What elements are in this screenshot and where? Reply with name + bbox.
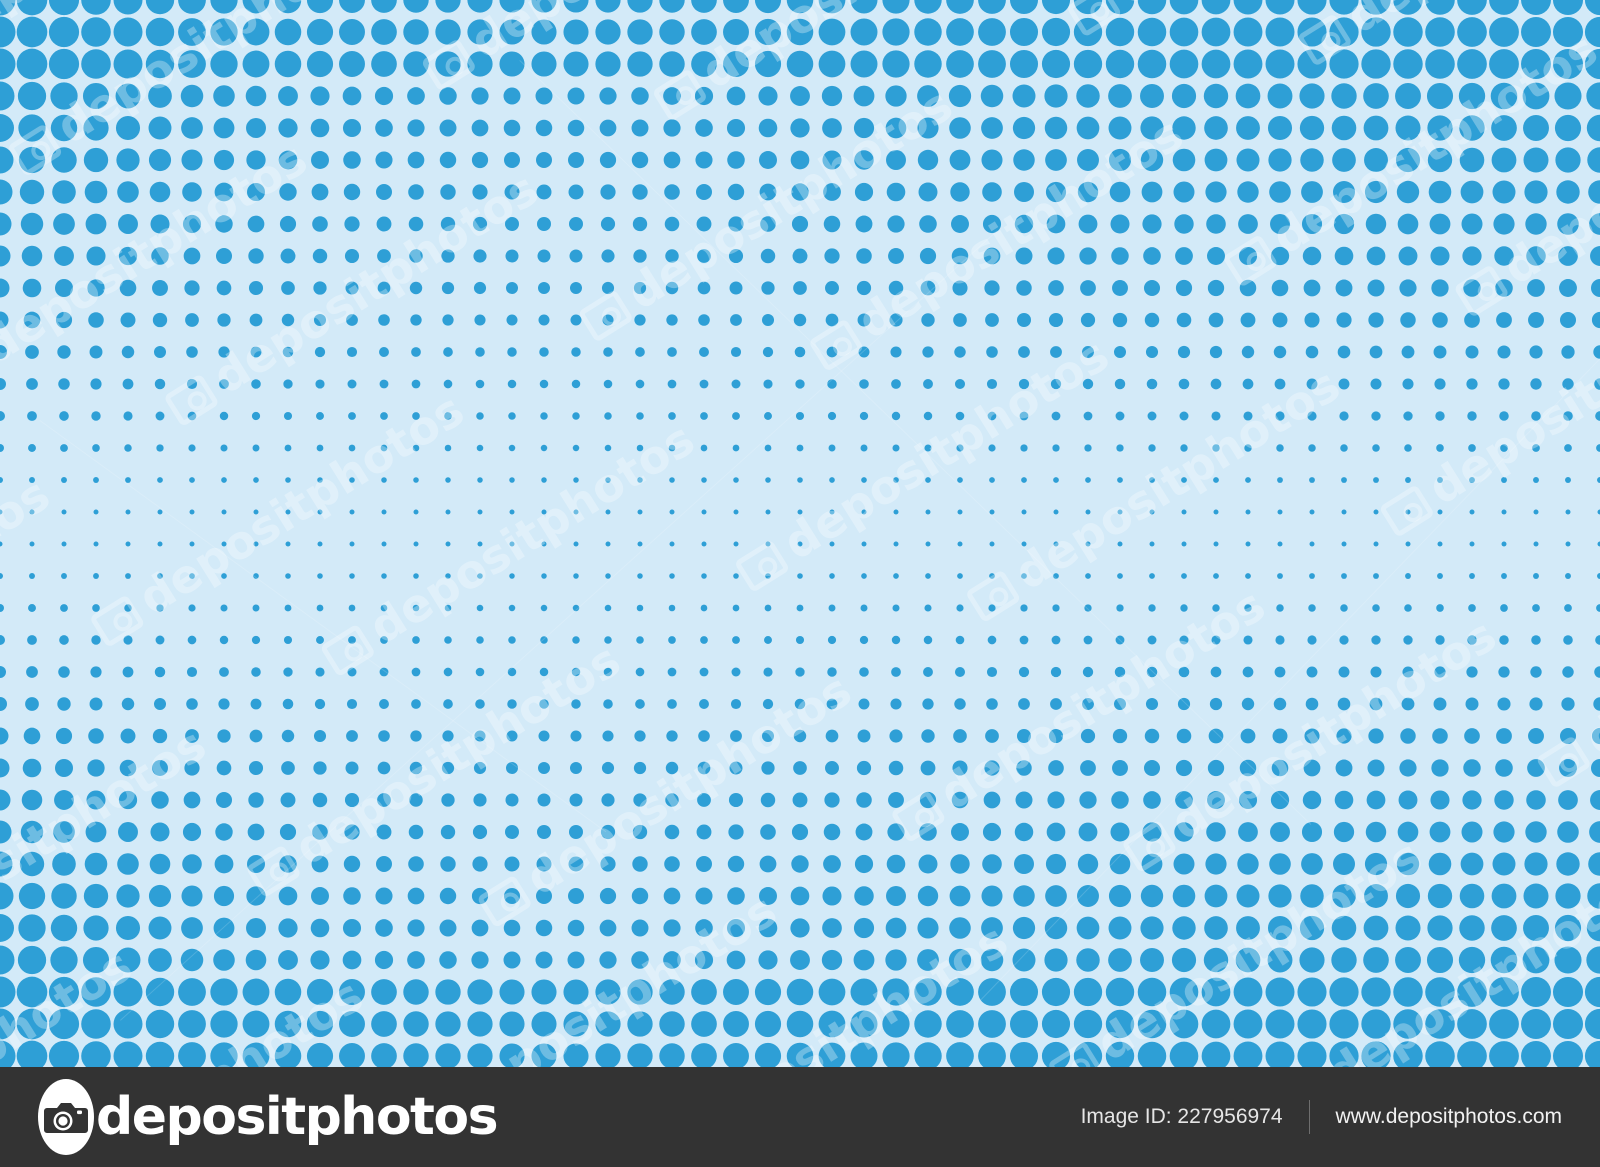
- footer-divider: [1308, 1100, 1310, 1134]
- brand-wordmark: depositphotos: [96, 1087, 499, 1147]
- site-url-link[interactable]: www.depositphotos.com: [1335, 1105, 1562, 1128]
- brand-logo[interactable]: depositphotos: [38, 1079, 499, 1155]
- footer-meta: Image ID: 227956974 www.depositphotos.co…: [1081, 1100, 1562, 1134]
- camera-logo-icon: [38, 1079, 94, 1155]
- image-id-label: Image ID: 227956974: [1080, 1105, 1283, 1128]
- footer-bar: depositphotos Image ID: 227956974 www.de…: [0, 1067, 1600, 1167]
- halftone-dot-grid: [0, 0, 1600, 1067]
- halftone-artwork: depositphotos depositphotos depositphotos d…: [0, 0, 1600, 1067]
